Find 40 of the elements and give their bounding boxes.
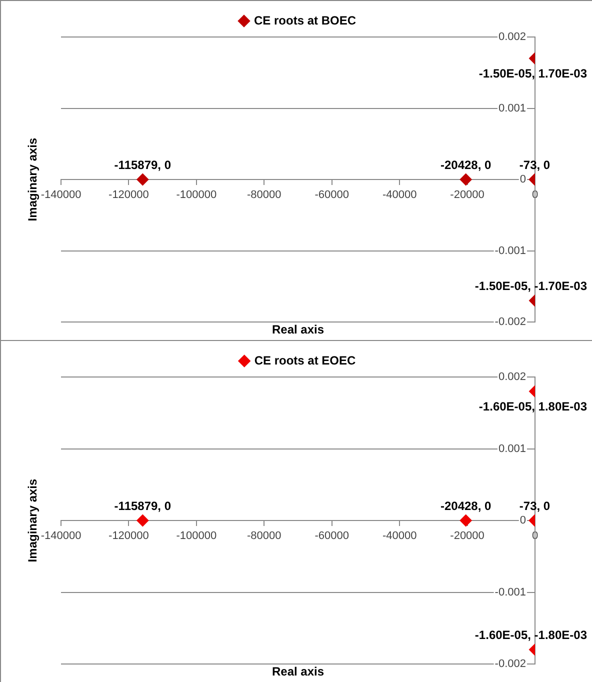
x-tick-label: -140000	[40, 530, 82, 542]
x-tick-label: -60000	[314, 530, 349, 542]
data-label: -1.50E-05, 1.70E-03	[478, 66, 588, 81]
y-axis-title: Imaginary axis	[25, 137, 40, 222]
legend-label: CE roots at BOEC	[254, 13, 356, 28]
x-axis-title: Real axis	[272, 322, 324, 336]
data-label: -1.60E-05, 1.80E-03	[478, 400, 588, 414]
y-tick-label: 0	[520, 514, 526, 527]
x-tick-label: -40000	[382, 189, 417, 202]
x-tick-label: -140000	[40, 189, 82, 202]
y-tick-label: 0.001	[498, 102, 526, 114]
y-tick-label: -0.002	[494, 316, 526, 328]
x-tick-label: -80000	[247, 530, 282, 542]
x-tick-label: -20000	[450, 530, 484, 542]
data-label: -1.50E-05, -1.70E-03	[474, 278, 588, 293]
data-label: -20428, 0	[440, 498, 492, 513]
data-label: -73, 0	[519, 498, 550, 513]
y-tick-label: 0	[520, 174, 526, 186]
x-tick-label: -40000	[382, 530, 417, 542]
data-label: -73, 0	[519, 158, 550, 172]
legend-label: CE roots at EOEC	[254, 353, 356, 368]
y-tick-label: 0.001	[498, 442, 526, 455]
x-axis-title: Real axis	[272, 664, 324, 678]
data-label: -20428, 0	[440, 158, 492, 172]
data-label: -1.60E-05, -1.80E-03	[474, 628, 588, 642]
data-label: -115879, 0	[114, 498, 172, 513]
x-tick-label: -100000	[176, 530, 217, 542]
x-tick-label: -120000	[108, 189, 149, 202]
x-tick-label: -80000	[247, 189, 282, 202]
x-tick-label: -60000	[314, 189, 349, 202]
data-label: -115879, 0	[114, 158, 172, 172]
y-tick-label: -0.001	[494, 586, 526, 598]
x-tick-label: -100000	[176, 189, 217, 202]
x-tick-label: -120000	[108, 530, 149, 542]
y-tick-label: 0.002	[498, 31, 526, 44]
y-tick-label: -0.001	[494, 244, 526, 257]
y-tick-label: 0.002	[498, 371, 526, 384]
y-tick-label: -0.002	[494, 658, 526, 670]
y-axis-title: Imaginary axis	[25, 478, 40, 562]
x-tick-label: -20000	[450, 189, 484, 202]
